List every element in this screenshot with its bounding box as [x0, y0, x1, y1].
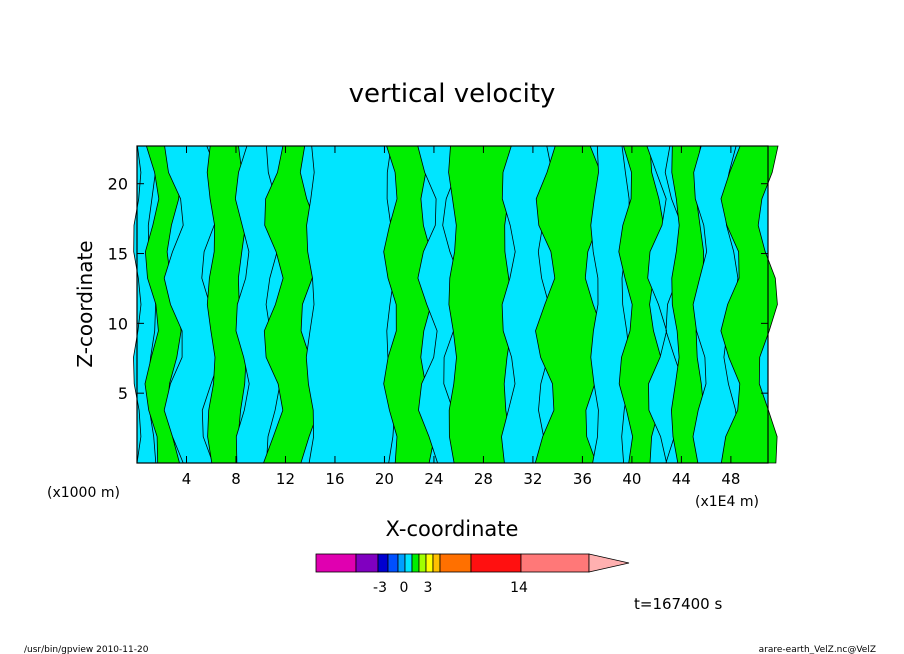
footer-left: /usr/bin/gpview 2010-11-20 [24, 645, 149, 654]
colorbar-swatch [315, 553, 357, 573]
colorbar-swatch [355, 553, 379, 573]
x-ticks: 4 8 12 16 20 24 28 32 36 40 44 48 [182, 146, 740, 488]
plot-frame [136, 145, 769, 464]
y-ticks: 5 10 15 20 [108, 175, 768, 403]
colorbar-swatch [387, 553, 399, 573]
colorbar-swatch [418, 553, 427, 573]
x-tick-label: 40 [622, 470, 641, 488]
x-tick-label: 16 [325, 470, 344, 488]
colorbar-swatch [425, 553, 434, 573]
x-unit-left: (x1000 m) [47, 485, 120, 501]
x-tick-label: 20 [375, 470, 394, 488]
colorbar-swatch [432, 553, 441, 573]
colorbar-swatch [377, 553, 389, 573]
x-tick-label: 12 [276, 470, 295, 488]
x-tick-label: 32 [523, 470, 542, 488]
x-tick-label: 36 [573, 470, 592, 488]
colorbar-label: 3 [424, 580, 433, 596]
x-unit-right: (x1E4 m) [695, 494, 759, 510]
x-tick-label: 44 [672, 470, 691, 488]
y-tick-label: 10 [108, 314, 128, 333]
chart-title: vertical velocity [349, 79, 556, 109]
colorbar [315, 553, 630, 573]
y-tick-label: 5 [118, 384, 128, 403]
colorbar-swatch [520, 553, 590, 573]
colorbar-swatch [404, 553, 413, 573]
contour-band [305, 145, 396, 464]
colorbar-swatch [397, 553, 406, 573]
footer-right: arare-earth_VelZ.nc@VelZ [759, 645, 876, 654]
x-tick-label: 4 [182, 470, 192, 488]
x-tick-label: 8 [231, 470, 241, 488]
colorbar-label: -3 [373, 580, 387, 596]
colorbar-swatch [439, 553, 472, 573]
y-tick-label: 15 [108, 245, 128, 264]
contour-bands [133, 145, 779, 464]
x-tick-label: 48 [721, 470, 740, 488]
x-axis-label: X-coordinate [386, 517, 519, 541]
x-tick-label: 24 [424, 470, 443, 488]
colorbar-arrow [588, 553, 630, 573]
colorbar-label: 0 [400, 580, 409, 596]
colorbar-swatch [411, 553, 420, 573]
x-tick-label: 28 [474, 470, 493, 488]
y-axis-label: Z-coordinate [73, 240, 97, 367]
colorbar-labels: -3 0 3 14 [373, 580, 528, 596]
colorbar-label: 14 [510, 580, 528, 596]
time-label: t=167400 s [634, 595, 722, 613]
colorbar-swatch [470, 553, 522, 573]
y-tick-label: 20 [108, 175, 128, 194]
